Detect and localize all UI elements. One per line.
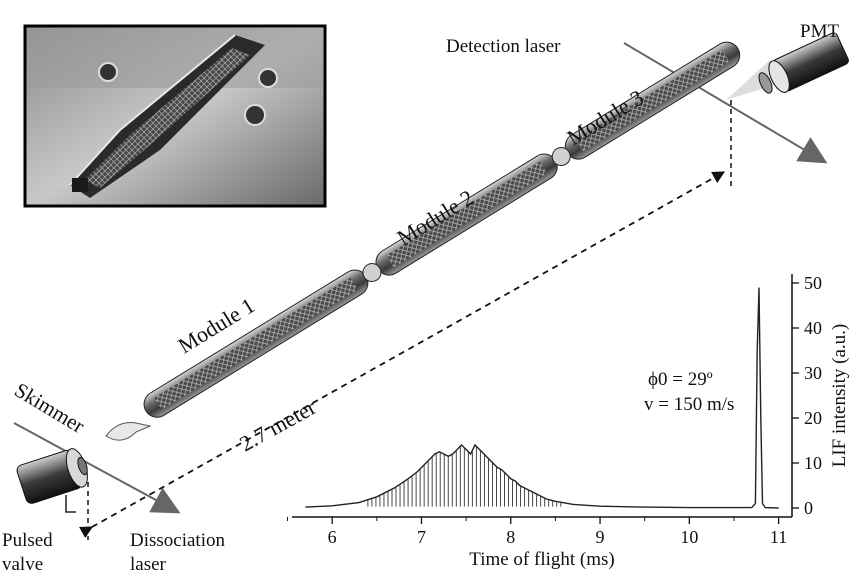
x-tick-label: 6 [328,527,337,547]
y-tick-label: 40 [804,318,822,338]
distance-label: 2.7 meter [235,394,320,456]
pulsed-valve-icon [16,448,88,513]
dissociation-laser-label-2: laser [130,554,167,575]
skimmer-label: Skimmer [10,378,88,438]
signal-trace-2 [751,287,779,509]
x-axis-title: Time of flight (ms) [469,549,615,570]
inset-photo [23,24,327,208]
y-axis-title: LIF intensity (a.u.) [829,324,850,468]
pulsed-valve-label-2: valve [2,554,43,575]
pmt-label: PMT [800,21,839,42]
y-tick-label: 30 [804,363,822,383]
x-tick-label: 7 [417,527,426,547]
x-tick-label: 10 [680,527,698,547]
tof-chart: 6 7 8 9 10 11 0 10 20 30 40 50 Time of flight (ms) LI… [287,273,850,570]
module-3-tube [564,41,741,160]
x-tick-label: 9 [596,527,605,547]
pulsed-valve-label-1: Pulsed [2,530,53,551]
pmt-icon [726,32,849,100]
detection-laser-beam [623,42,828,164]
x-tick-label: 8 [506,527,515,547]
module-2-tube [375,153,558,276]
x-tick-label: 11 [770,527,787,547]
y-tick-label: 0 [804,498,813,518]
dissociation-laser-label-1: Dissociation [130,530,225,551]
y-tick-label: 10 [804,453,822,473]
y-tick-label: 50 [804,273,822,293]
module-1-tube [143,269,369,418]
phi-annotation: ϕ0 = 29º [648,369,713,390]
y-tick-label: 20 [804,408,822,428]
detection-laser-label: Detection laser [446,36,561,57]
velocity-annotation: v = 150 m/s [644,394,734,415]
skimmer-icon [105,422,152,441]
